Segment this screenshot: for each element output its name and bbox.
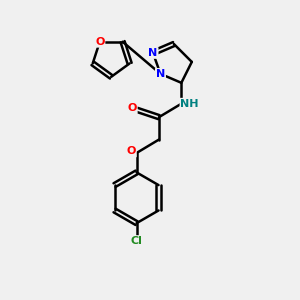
Text: O: O <box>128 103 137 113</box>
Text: O: O <box>95 37 104 47</box>
Text: O: O <box>127 146 136 157</box>
Text: Cl: Cl <box>130 236 142 246</box>
Text: N: N <box>156 69 165 79</box>
Text: NH: NH <box>181 99 199 109</box>
Text: N: N <box>148 48 158 58</box>
